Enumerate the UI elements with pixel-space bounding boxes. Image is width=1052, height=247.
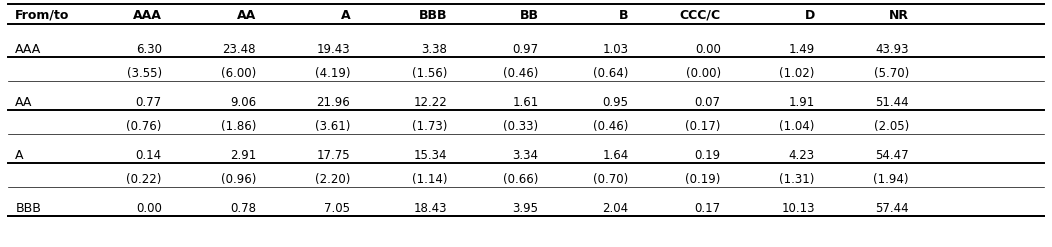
Text: 0.17: 0.17 [694,202,721,215]
Text: (0.22): (0.22) [126,173,162,186]
Text: CCC/C: CCC/C [680,9,721,22]
Text: (1.86): (1.86) [221,120,256,133]
Text: (0.64): (0.64) [593,67,628,80]
Text: 7.05: 7.05 [324,202,350,215]
Text: (3.61): (3.61) [315,120,350,133]
Text: 21.96: 21.96 [317,96,350,109]
Text: 17.75: 17.75 [317,149,350,162]
Text: 54.47: 54.47 [875,149,909,162]
Text: AAA: AAA [16,43,42,56]
Text: 1.03: 1.03 [603,43,628,56]
Text: 0.97: 0.97 [512,43,539,56]
Text: A: A [341,9,350,22]
Text: (2.05): (2.05) [874,120,909,133]
Text: (1.73): (1.73) [412,120,447,133]
Text: 10.13: 10.13 [782,202,815,215]
Text: (1.04): (1.04) [780,120,815,133]
Text: D: D [805,9,815,22]
Text: 19.43: 19.43 [317,43,350,56]
Text: (1.94): (1.94) [873,173,909,186]
Text: From/to: From/to [16,9,69,22]
Text: 0.19: 0.19 [694,149,721,162]
Text: 0.00: 0.00 [694,43,721,56]
Text: 1.49: 1.49 [789,43,815,56]
Text: B: B [619,9,628,22]
Text: A: A [16,149,24,162]
Text: (3.55): (3.55) [126,67,162,80]
Text: (1.14): (1.14) [412,173,447,186]
Text: BBB: BBB [16,202,41,215]
Text: (1.02): (1.02) [780,67,815,80]
Text: 57.44: 57.44 [875,202,909,215]
Text: (0.46): (0.46) [503,67,539,80]
Text: 9.06: 9.06 [230,96,256,109]
Text: 0.77: 0.77 [136,96,162,109]
Text: (0.17): (0.17) [685,120,721,133]
Text: (0.96): (0.96) [221,173,256,186]
Text: (4.19): (4.19) [315,67,350,80]
Text: 0.00: 0.00 [136,202,162,215]
Text: 12.22: 12.22 [413,96,447,109]
Text: (0.70): (0.70) [593,173,628,186]
Text: (0.66): (0.66) [503,173,539,186]
Text: AA: AA [237,9,256,22]
Text: (1.31): (1.31) [780,173,815,186]
Text: (2.20): (2.20) [315,173,350,186]
Text: BBB: BBB [419,9,447,22]
Text: (5.70): (5.70) [874,67,909,80]
Text: (0.33): (0.33) [504,120,539,133]
Text: 0.95: 0.95 [603,96,628,109]
Text: 2.04: 2.04 [603,202,628,215]
Text: 0.07: 0.07 [694,96,721,109]
Text: AAA: AAA [133,9,162,22]
Text: (6.00): (6.00) [221,67,256,80]
Text: (0.46): (0.46) [593,120,628,133]
Text: 18.43: 18.43 [414,202,447,215]
Text: 15.34: 15.34 [414,149,447,162]
Text: 6.30: 6.30 [136,43,162,56]
Text: BB: BB [520,9,539,22]
Text: (0.00): (0.00) [686,67,721,80]
Text: 4.23: 4.23 [789,149,815,162]
Text: 3.38: 3.38 [422,43,447,56]
Text: 3.95: 3.95 [512,202,539,215]
Text: 43.93: 43.93 [875,43,909,56]
Text: NR: NR [889,9,909,22]
Text: 2.91: 2.91 [229,149,256,162]
Text: AA: AA [16,96,33,109]
Text: 23.48: 23.48 [223,43,256,56]
Text: 0.14: 0.14 [136,149,162,162]
Text: 3.34: 3.34 [512,149,539,162]
Text: 1.64: 1.64 [603,149,628,162]
Text: (1.56): (1.56) [412,67,447,80]
Text: 1.91: 1.91 [789,96,815,109]
Text: (0.19): (0.19) [685,173,721,186]
Text: (0.76): (0.76) [126,120,162,133]
Text: 51.44: 51.44 [875,96,909,109]
Text: 1.61: 1.61 [512,96,539,109]
Text: 0.78: 0.78 [230,202,256,215]
